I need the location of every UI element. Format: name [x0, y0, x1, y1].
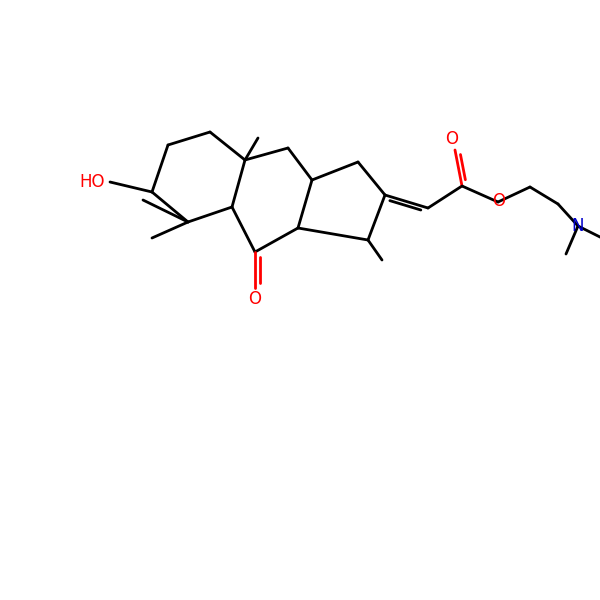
Text: O: O: [445, 130, 458, 148]
Text: O: O: [493, 192, 505, 210]
Text: O: O: [248, 290, 262, 308]
Text: HO: HO: [79, 173, 105, 191]
Text: N: N: [572, 217, 584, 235]
